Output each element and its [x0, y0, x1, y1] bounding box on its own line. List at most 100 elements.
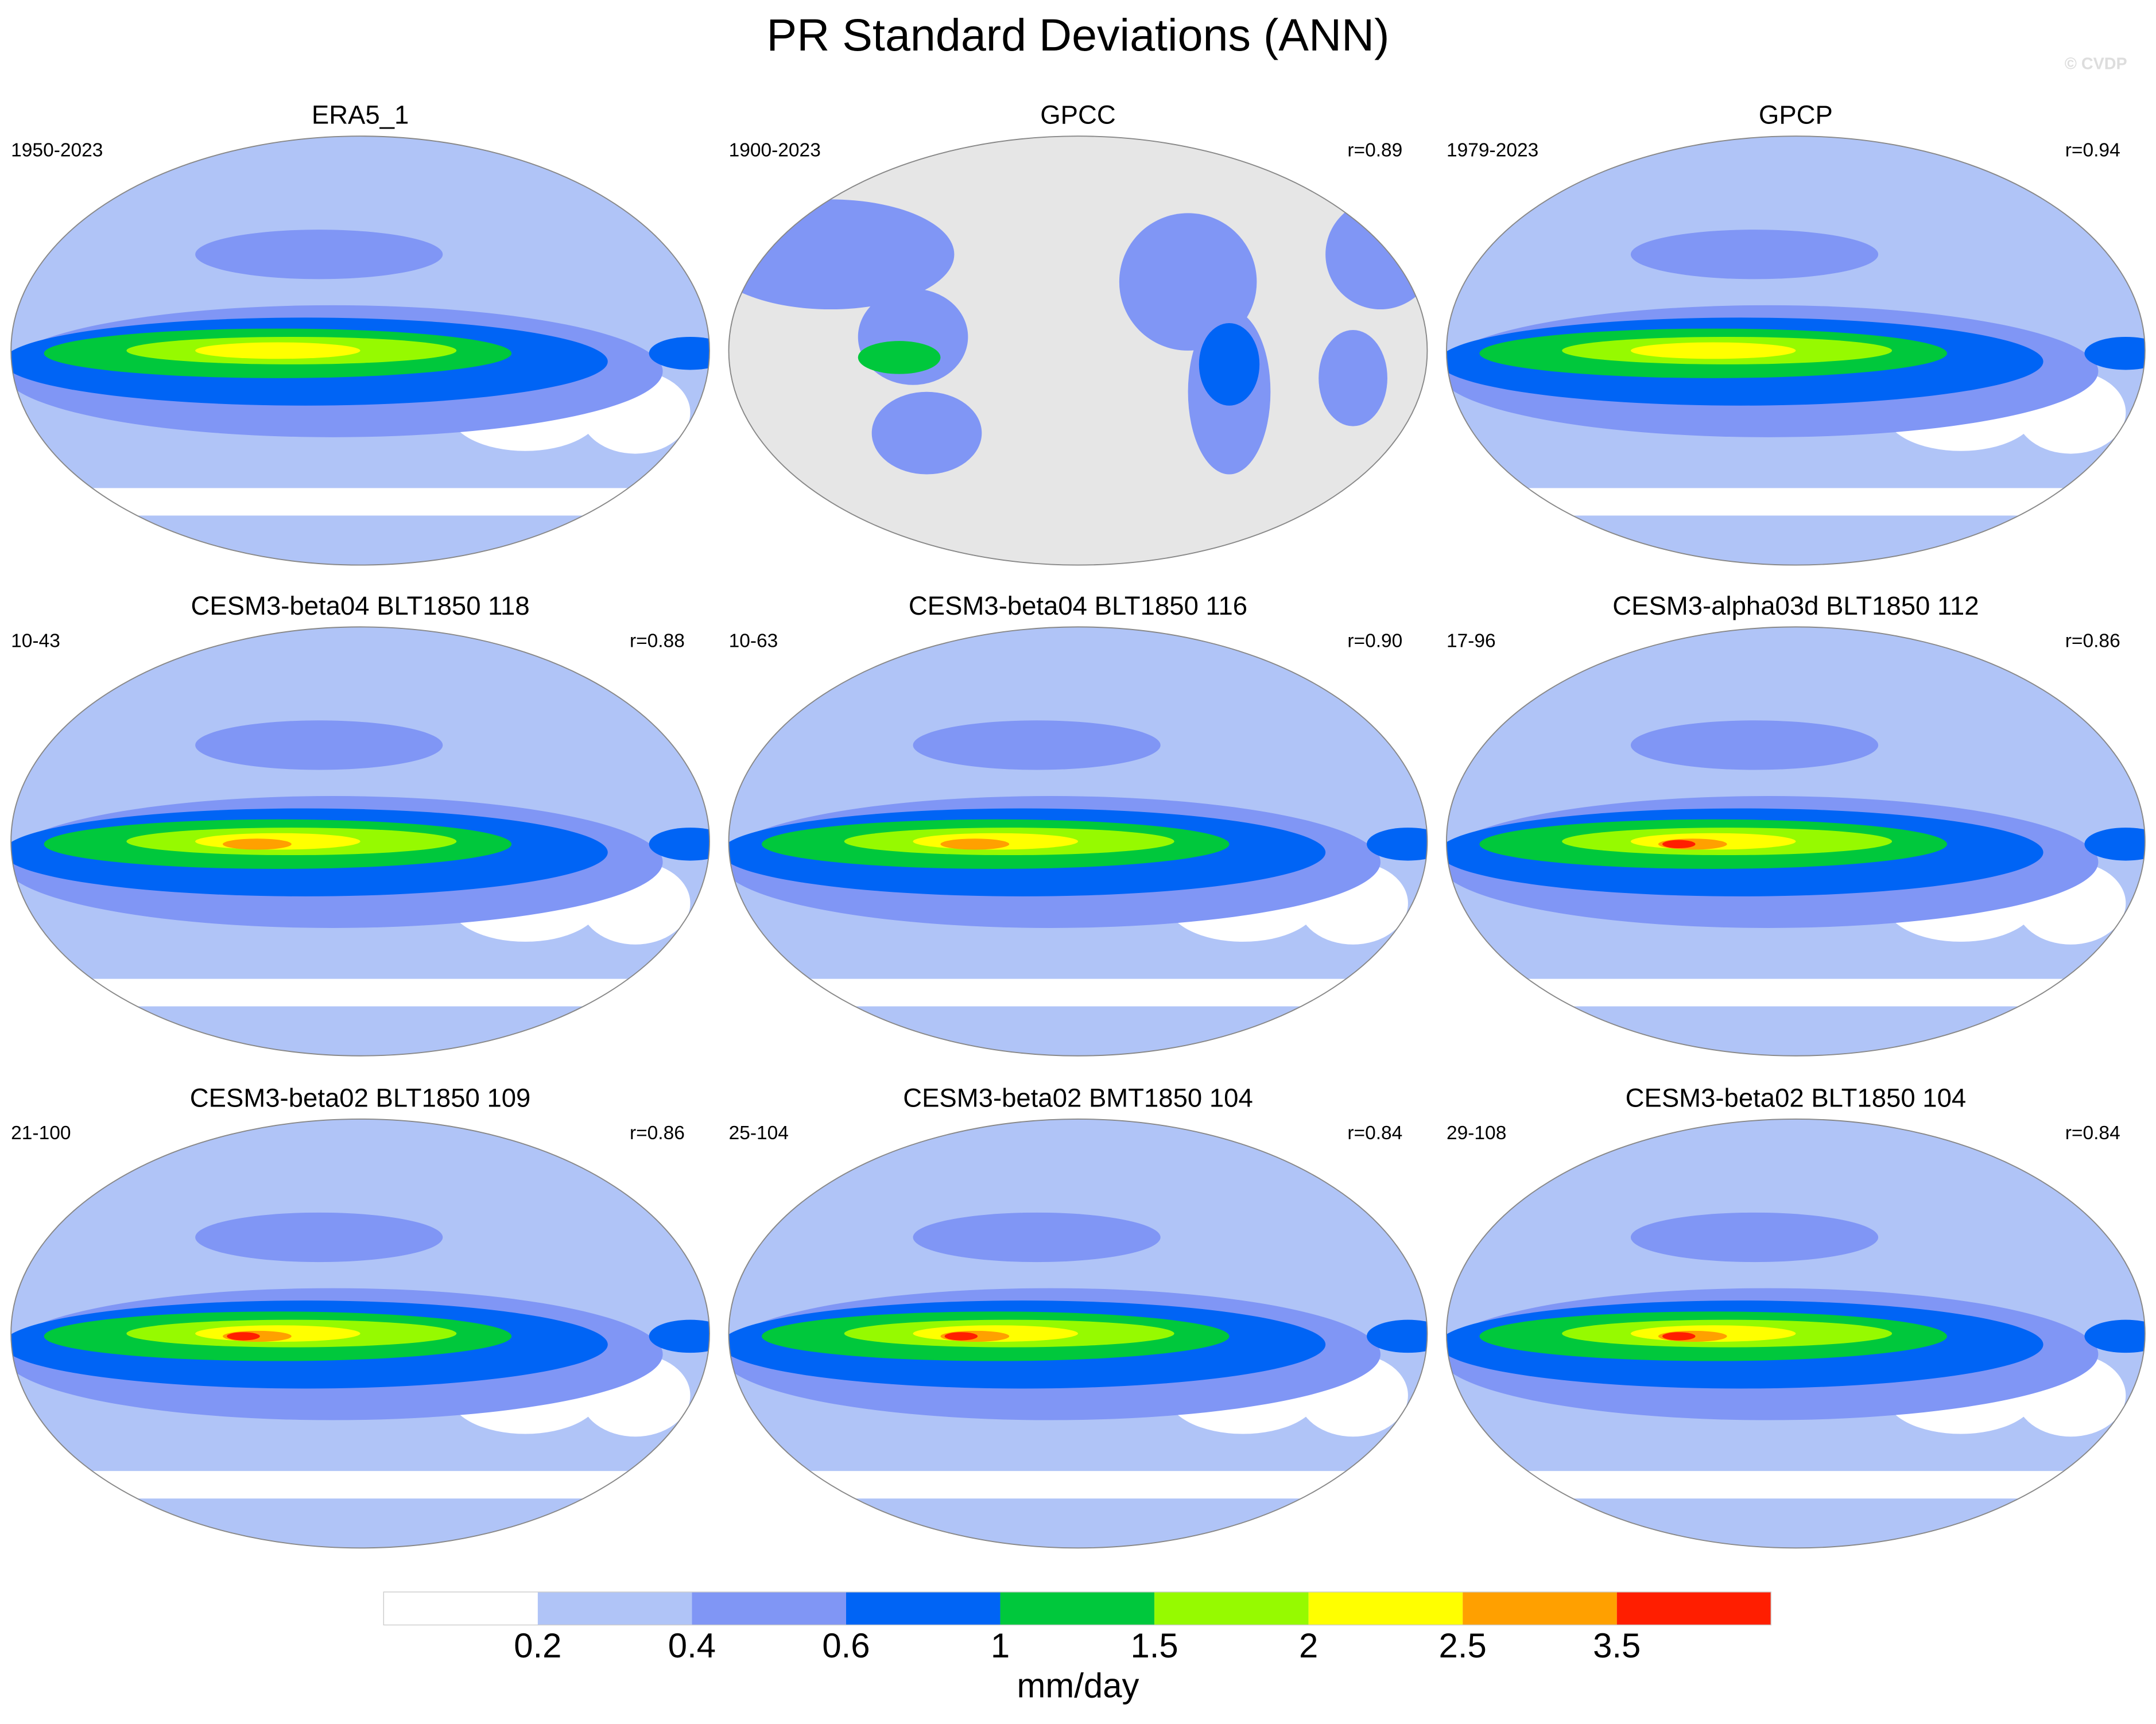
panel-period: 21-100	[11, 1123, 71, 1144]
field	[1630, 720, 1879, 770]
land-field	[871, 391, 982, 475]
panel-title: CESM3-beta04 BLT1850 118	[191, 591, 529, 620]
colorbar-box	[846, 1591, 1001, 1625]
field	[11, 488, 710, 516]
map-outline	[1446, 1118, 2146, 1549]
panel-title: GPCC	[1040, 100, 1115, 130]
field	[913, 720, 1161, 770]
panel-period: 29-108	[1447, 1123, 1506, 1144]
field	[649, 828, 710, 861]
panel-period: 10-43	[11, 631, 60, 652]
panel-period: 25-104	[729, 1123, 789, 1144]
field	[195, 342, 360, 359]
map-outline	[10, 135, 710, 566]
panel-r: r=0.86	[630, 1123, 685, 1144]
panel-title: CESM3-beta02 BLT1850 109	[190, 1083, 531, 1112]
colorbar-box	[383, 1591, 538, 1625]
colorbar-tick-label: 0.2	[514, 1626, 561, 1665]
panel-r: r=0.88	[630, 631, 685, 652]
map-outline	[1446, 135, 2146, 566]
field	[1446, 979, 2145, 1007]
field	[1630, 342, 1796, 359]
panel-title: ERA5_1	[312, 100, 409, 130]
field	[2084, 336, 2145, 370]
field	[2084, 828, 2145, 861]
field	[1662, 1332, 1696, 1341]
panel-r: r=0.84	[1347, 1123, 1402, 1144]
colorbar-tick-label: 0.6	[822, 1626, 870, 1665]
panel-period: 1900-2023	[729, 139, 821, 161]
colorbar-label: mm/day	[1017, 1666, 1139, 1704]
land-field	[1319, 329, 1387, 426]
map-outline	[728, 1118, 1428, 1549]
field	[649, 1319, 710, 1353]
panel-period: 17-96	[1447, 631, 1496, 652]
field	[1662, 840, 1696, 849]
map	[1446, 627, 2145, 1056]
colorbar-box	[1308, 1591, 1463, 1625]
map-outline	[728, 135, 1428, 566]
panel-r: r=0.86	[2065, 631, 2120, 652]
panel-title: CESM3-beta02 BMT1850 104	[903, 1083, 1253, 1112]
colorbar-box	[692, 1591, 846, 1625]
panel-r: r=0.89	[1347, 139, 1402, 161]
field	[940, 838, 1010, 850]
land-field	[858, 341, 941, 374]
field	[11, 1471, 710, 1499]
colorbar-box	[537, 1591, 692, 1625]
field	[1446, 488, 2145, 516]
field	[223, 838, 292, 850]
colorbar-tick-label: 2	[1299, 1626, 1318, 1665]
watermark: © CVDP	[2065, 55, 2127, 73]
field	[913, 1212, 1161, 1263]
map-outline	[10, 626, 710, 1057]
field	[195, 720, 443, 770]
panel-r: r=0.90	[1347, 631, 1402, 652]
colorbar-box	[1616, 1591, 1771, 1625]
colorbar-outline	[383, 1591, 1772, 1626]
map	[11, 136, 710, 565]
figure-title: PR Standard Deviations (ANN)	[767, 9, 1390, 60]
panel-period: 1950-2023	[11, 139, 103, 161]
field	[1367, 828, 1428, 861]
map-outline	[10, 1118, 710, 1549]
colorbar-tick-label: 0.4	[668, 1626, 716, 1665]
field	[728, 1471, 1428, 1499]
map	[1446, 136, 2145, 565]
panel-r: r=0.94	[2065, 139, 2120, 161]
map-outline	[728, 626, 1428, 1057]
colorbar-tick-label: 2.5	[1439, 1626, 1487, 1665]
map	[728, 136, 1428, 565]
panel-title: GPCP	[1759, 100, 1833, 130]
field	[1367, 1319, 1428, 1353]
field	[728, 979, 1428, 1007]
map	[728, 627, 1428, 1056]
field	[1446, 1471, 2145, 1499]
field	[944, 1332, 978, 1341]
colorbar-tick-label: 1.5	[1130, 1626, 1178, 1665]
panel-title: CESM3-beta04 BLT1850 116	[909, 591, 1247, 620]
map	[11, 627, 710, 1056]
field	[11, 979, 710, 1007]
colorbar-tick-label: 3.5	[1593, 1626, 1641, 1665]
map	[11, 1119, 710, 1548]
colorbar-box	[1463, 1591, 1617, 1625]
panel-title: CESM3-alpha03d BLT1850 112	[1612, 591, 1979, 620]
colorbar-tick-label: 1	[991, 1626, 1010, 1665]
field	[2084, 1319, 2145, 1353]
panel-period: 1979-2023	[1447, 139, 1538, 161]
field	[195, 230, 443, 279]
colorbar-box	[1000, 1591, 1155, 1625]
land-field	[1325, 199, 1428, 310]
map-outline	[1446, 626, 2146, 1057]
field	[1630, 1212, 1879, 1263]
colorbar-box	[1154, 1591, 1309, 1625]
field	[227, 1332, 260, 1341]
panel-period: 10-63	[729, 631, 778, 652]
field	[1630, 230, 1879, 279]
land-field	[1199, 323, 1260, 406]
map	[728, 1119, 1428, 1548]
field	[195, 1212, 443, 1263]
